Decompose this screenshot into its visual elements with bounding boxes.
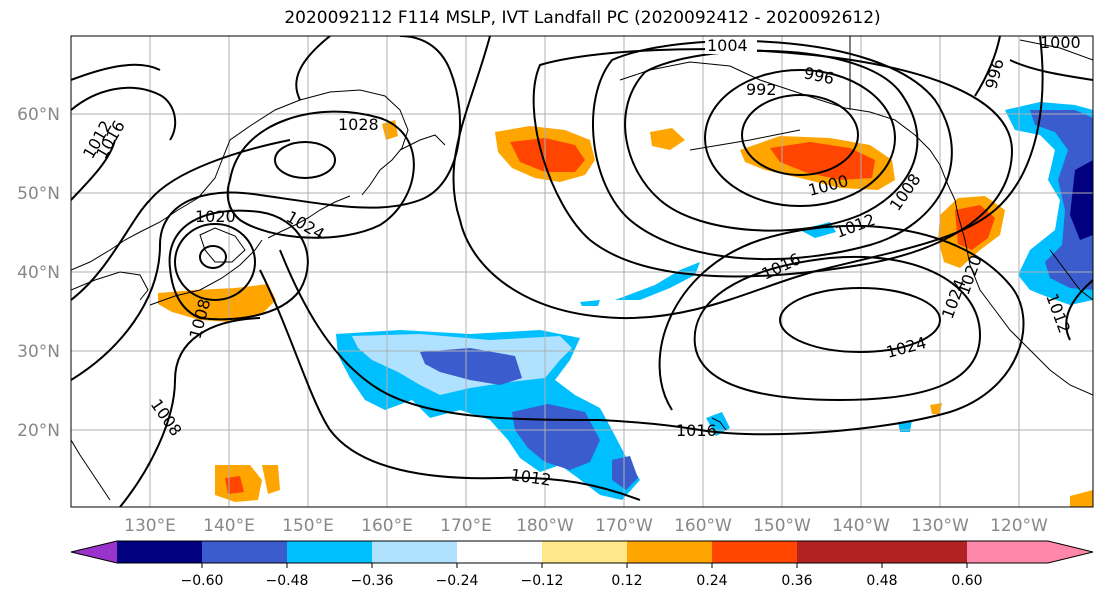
coastlines — [71, 36, 1093, 501]
gridlines — [71, 36, 1093, 507]
colorbar-tick-label: 0.60 — [951, 573, 982, 589]
contour-label: 1028 — [338, 115, 379, 134]
colorbar-segment — [882, 541, 967, 563]
colorbar-tick-label: 0.36 — [781, 573, 812, 589]
colorbar-segment — [967, 541, 1048, 563]
colorbar-extend-low — [71, 541, 117, 563]
lon-label: 140°W — [832, 516, 890, 536]
map-panel: 1004 996 992 1000 1008 1012 1016 1024 10… — [70, 33, 1094, 508]
lat-label: 20°N — [17, 421, 60, 441]
colorbar-segment — [712, 541, 797, 563]
lat-label: 60°N — [17, 105, 60, 125]
colorbar-tick-label: −0.12 — [521, 573, 564, 589]
lon-label: 170°E — [440, 516, 492, 536]
colorbar-tick-label: 0.24 — [696, 573, 727, 589]
colorbar-segment — [627, 541, 712, 563]
mslp-contours — [71, 36, 1093, 507]
colorbar-segment — [457, 541, 542, 563]
lon-label: 170°W — [595, 516, 653, 536]
lon-label: 120°W — [990, 516, 1048, 536]
contour-label: 1004 — [707, 36, 748, 55]
colorbar-tick-label: 0.48 — [866, 573, 897, 589]
colorbar-segment — [117, 541, 202, 563]
lon-label: 180°W — [516, 516, 574, 536]
contour-label: 1016 — [676, 421, 717, 440]
lon-label: 150°E — [282, 516, 334, 536]
lon-label: 140°E — [203, 516, 255, 536]
lon-label: 160°W — [674, 516, 732, 536]
longitude-labels: 130°E 140°E 150°E 160°E 170°E 180°W 170°… — [124, 516, 1048, 536]
ivt-negative-shading — [336, 102, 1093, 500]
contour-label: 992 — [746, 80, 777, 99]
colorbar-segment — [202, 541, 287, 563]
lat-label: 40°N — [17, 263, 60, 283]
colorbar-tick-label: −0.60 — [181, 573, 224, 589]
colorbar-tick-label: −0.24 — [436, 573, 479, 589]
lon-label: 130°W — [911, 516, 969, 536]
colorbar-tick-label: 0.12 — [611, 573, 642, 589]
lon-label: 160°E — [361, 516, 413, 536]
lon-label: 130°E — [124, 516, 176, 536]
colorbar-extend-high — [1048, 541, 1093, 563]
lat-label: 30°N — [17, 342, 60, 362]
colorbar-segment — [372, 541, 457, 563]
contour-label: 1000 — [1040, 33, 1081, 52]
colorbar-segment — [287, 541, 372, 563]
map-title: 2020092112 F114 MSLP, IVT Landfall PC (2… — [284, 8, 881, 28]
lon-label: 150°W — [753, 516, 811, 536]
contour-label: 1020 — [195, 207, 236, 226]
colorbar-tick-label: −0.36 — [351, 573, 394, 589]
colorbar-segment — [542, 541, 627, 563]
latitude-labels: 60°N 50°N 40°N 30°N 20°N — [17, 105, 60, 441]
colorbar: −0.60 −0.48 −0.36 −0.24 −0.12 0.12 0.24 … — [70, 540, 1094, 589]
lat-label: 50°N — [17, 184, 60, 204]
colorbar-tick-label: −0.48 — [266, 573, 309, 589]
map-frame — [70, 35, 1094, 508]
